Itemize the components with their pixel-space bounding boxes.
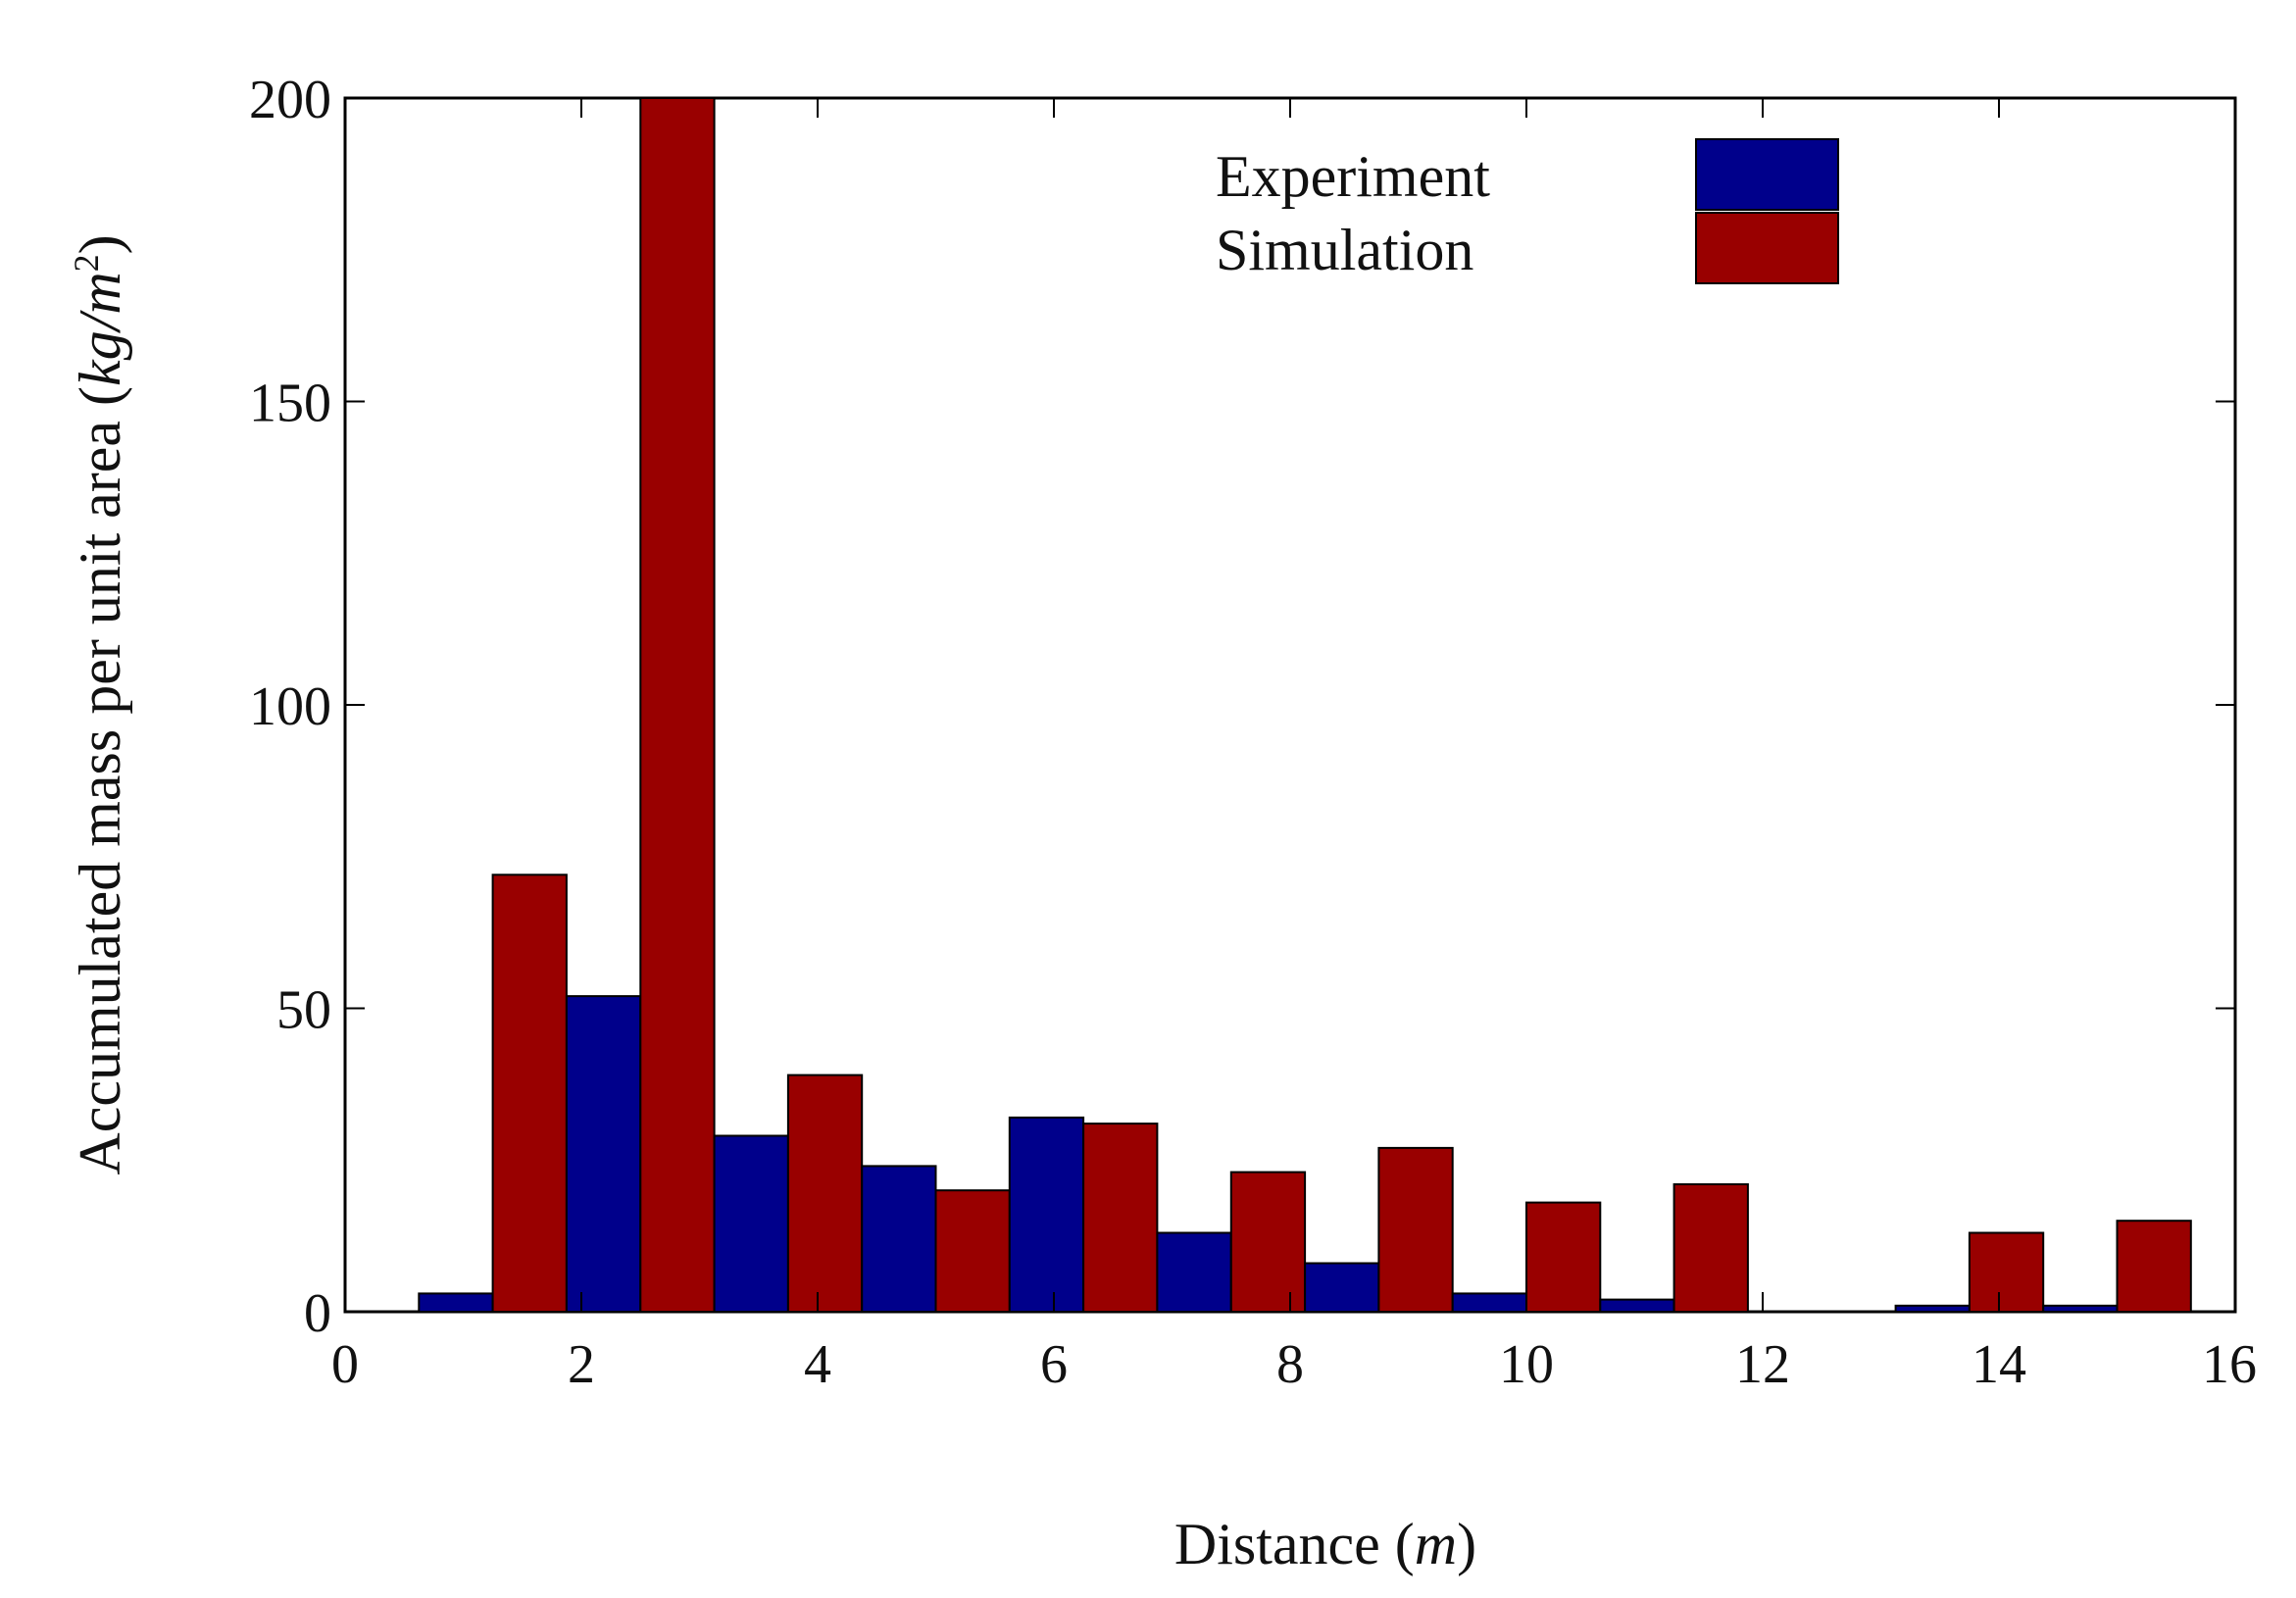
bar-experiment-7 [1451,1292,1527,1314]
axis-ticks: 0 2 4 6 8 10 12 14 16 0 50 100 150 200 [249,70,2257,1395]
y-axis-title-exponent: 2 [67,254,106,272]
bar-experiment-10 [1894,1304,1971,1314]
x-tick-label: 4 [804,1334,831,1395]
x-tick-label: 16 [2202,1334,2257,1395]
bar-simulation-4 [1082,1123,1159,1313]
x-axis-title-suffix: ) [1457,1512,1476,1576]
y-tick-label: 150 [249,374,331,434]
bar-simulation-3 [934,1189,1011,1313]
bar-simulation-8 [1672,1183,1749,1313]
bars [418,97,2192,1314]
bar-experiment-3 [861,1165,937,1314]
x-tick-label: 2 [568,1334,595,1395]
bar-experiment-1 [565,995,642,1313]
bar-simulation-2 [786,1074,864,1313]
x-tick-label: 10 [1499,1334,1554,1395]
x-axis-title-unit: m [1415,1512,1457,1576]
y-axis-title-suffix: ) [68,234,132,254]
bar-simulation-5 [1229,1171,1307,1313]
bar-simulation-6 [1377,1146,1454,1314]
bar-experiment-6 [1304,1262,1380,1313]
bar-experiment-5 [1156,1231,1232,1313]
bar-simulation-11 [2116,1220,2192,1313]
y-tick-label: 0 [304,1283,331,1344]
bar-simulation-10 [1968,1231,2045,1313]
x-tick-label: 8 [1276,1334,1304,1395]
x-tick-label: 14 [1972,1334,2026,1395]
bar-experiment-2 [713,1134,789,1313]
x-axis-title-prefix: Distance ( [1174,1512,1415,1576]
bar-simulation-0 [491,874,568,1313]
legend-swatch-simulation [1695,212,1839,284]
y-tick-label: 200 [249,70,331,130]
bar-experiment-11 [2042,1304,2119,1314]
y-axis-title-unit: kg/m [68,272,132,386]
legend-swatch-experiment [1695,138,1839,211]
legend-label-simulation: Simulation [1216,218,1473,282]
x-tick-label: 12 [1735,1334,1790,1395]
legend-label-experiment: Experiment [1216,144,1490,209]
x-axis-title: Distance (m) [1174,1512,1476,1576]
x-tick-label: 6 [1040,1334,1068,1395]
bar-experiment-4 [1008,1116,1085,1314]
y-tick-label: 50 [276,980,331,1041]
bar-simulation-7 [1525,1201,1602,1313]
legend: Experiment Simulation [1216,138,1839,284]
y-tick-label: 100 [249,676,331,737]
y-axis-title-prefix: Accumulated mass per unit area ( [68,386,132,1175]
bar-experiment-8 [1599,1298,1675,1313]
y-axis-title: Accumulated mass per unit area (kg/m2) [67,234,132,1174]
bar-experiment-0 [418,1292,494,1314]
x-tick-label: 0 [331,1334,359,1395]
bar-simulation-1 [639,97,716,1313]
